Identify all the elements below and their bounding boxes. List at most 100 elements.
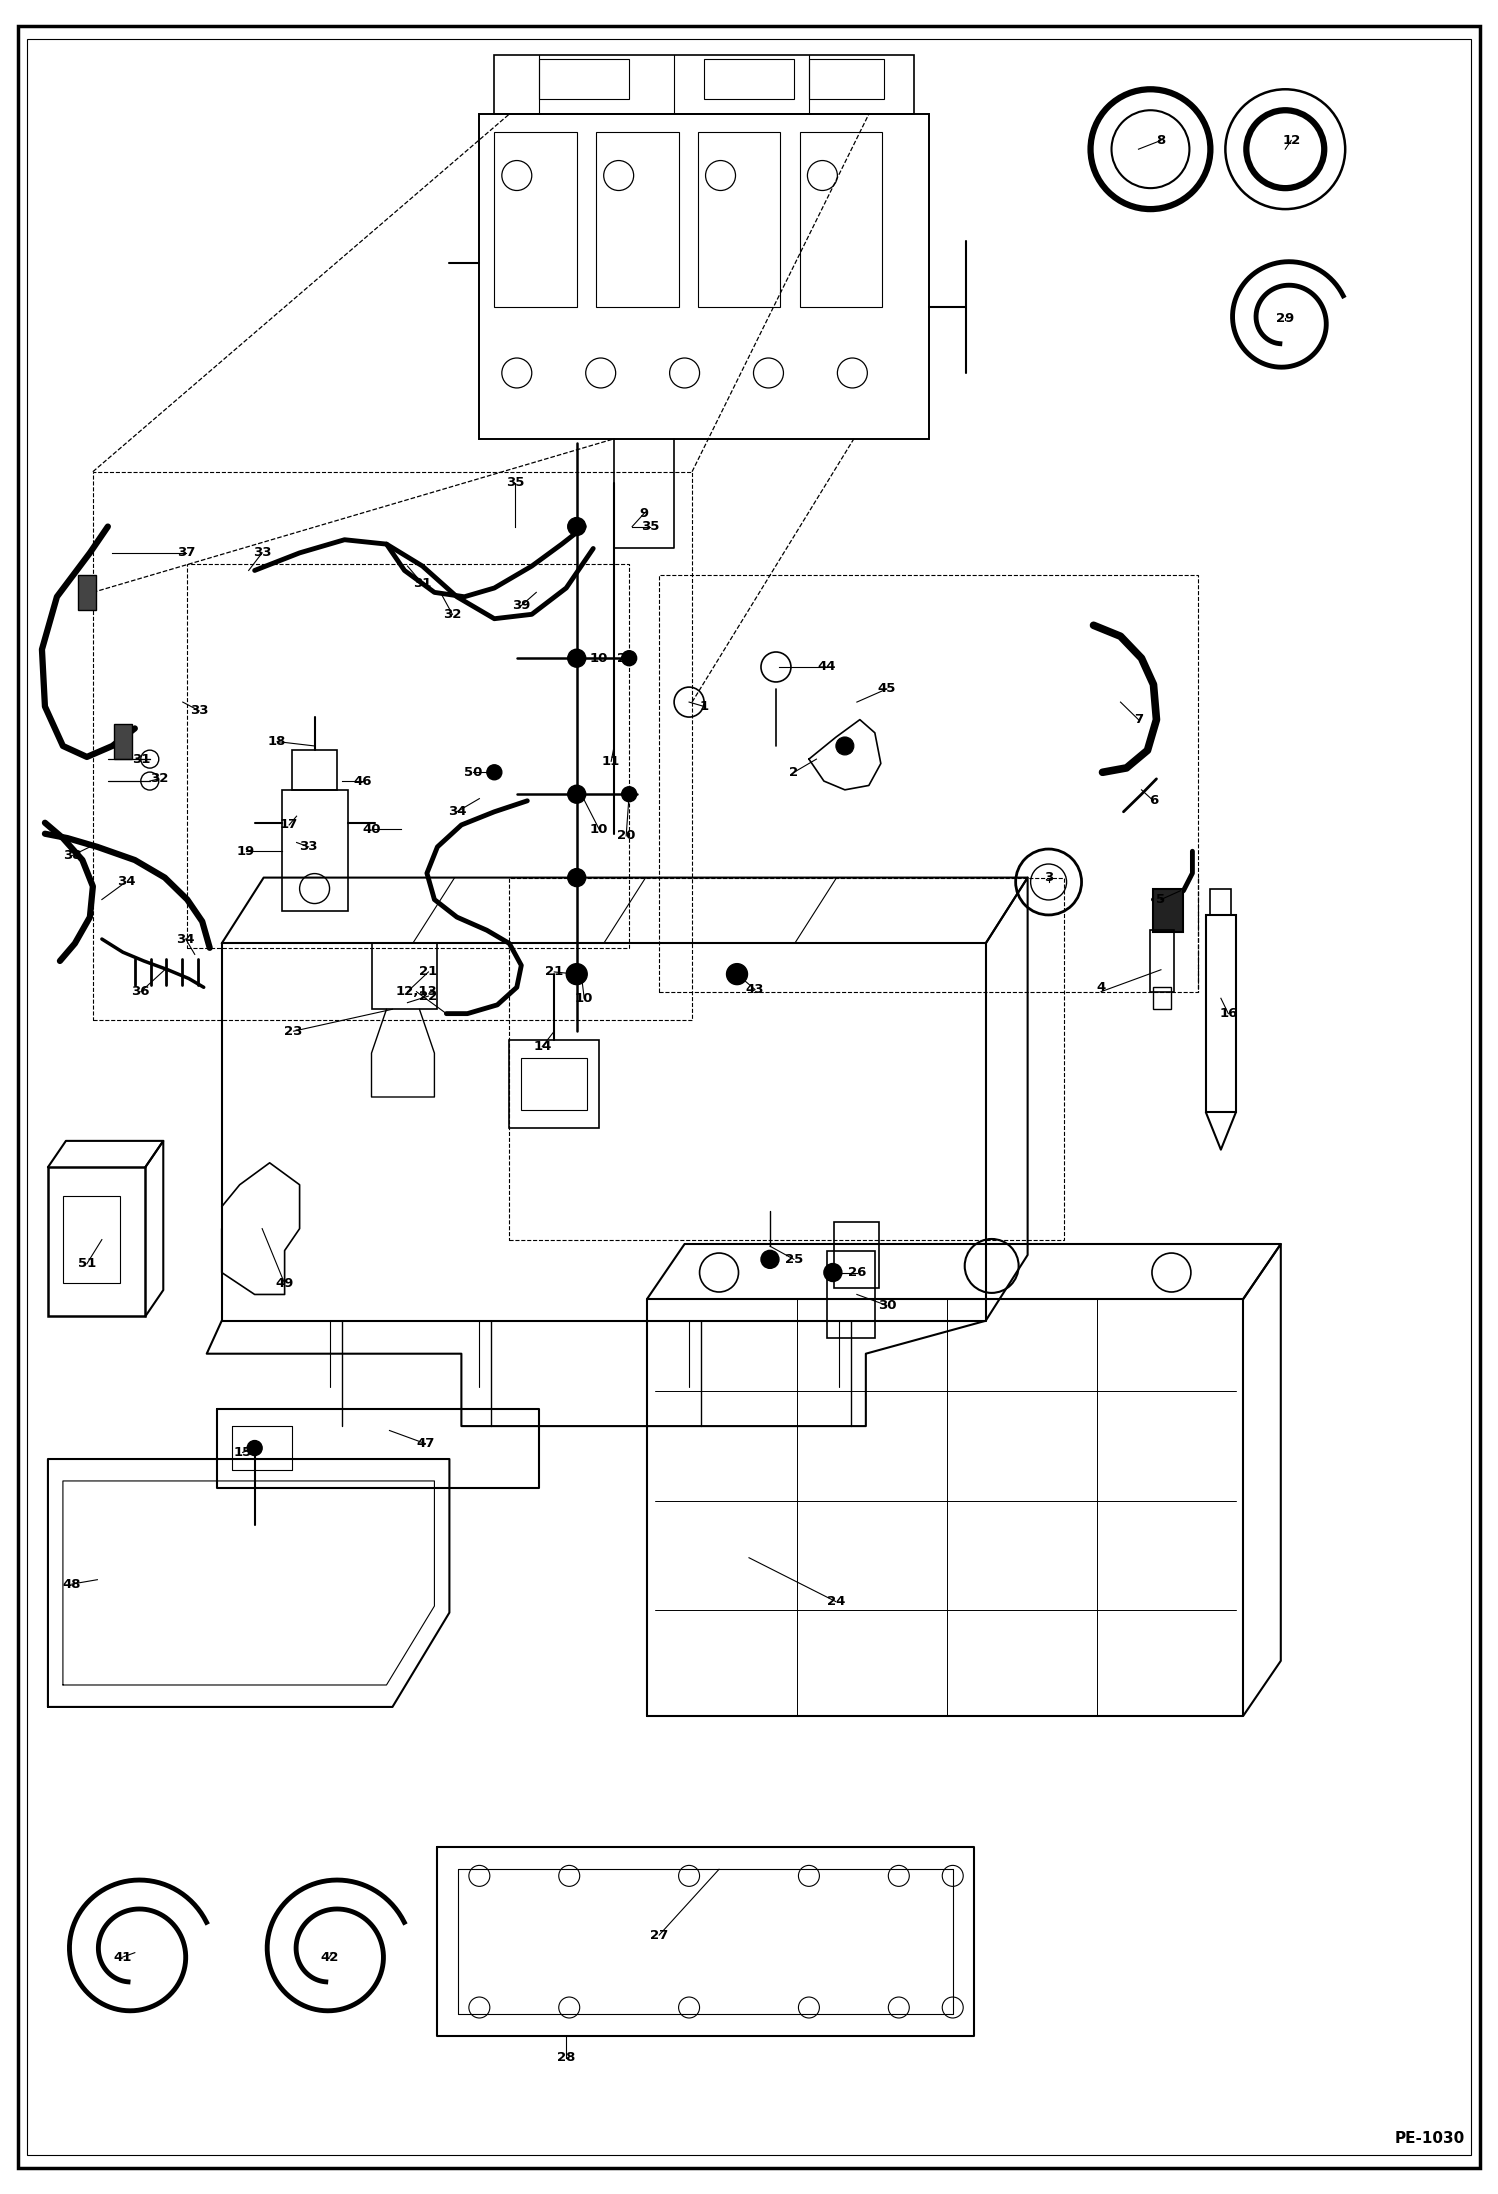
Bar xyxy=(809,59,884,99)
Text: 44: 44 xyxy=(818,660,836,674)
Circle shape xyxy=(568,785,586,803)
Text: 41: 41 xyxy=(114,1950,132,1964)
Text: 45: 45 xyxy=(878,682,896,695)
Text: 49: 49 xyxy=(276,1277,294,1290)
Text: 51: 51 xyxy=(78,1257,96,1270)
Bar xyxy=(63,1196,120,1283)
Bar xyxy=(539,59,629,99)
Bar xyxy=(494,132,577,307)
Bar xyxy=(827,1251,875,1338)
Text: 10: 10 xyxy=(590,652,608,665)
Circle shape xyxy=(727,963,748,985)
Text: 4: 4 xyxy=(1097,981,1106,994)
Bar xyxy=(48,1167,145,1316)
Text: 20: 20 xyxy=(617,652,635,665)
Text: 27: 27 xyxy=(650,1929,668,1942)
Bar xyxy=(93,472,692,1020)
Text: 29: 29 xyxy=(1276,312,1294,325)
Text: 9: 9 xyxy=(640,507,649,520)
Text: 32: 32 xyxy=(443,608,461,621)
Bar xyxy=(800,132,882,307)
Circle shape xyxy=(568,649,586,667)
Bar xyxy=(292,750,337,790)
Text: 33: 33 xyxy=(253,546,271,559)
Text: 19: 19 xyxy=(237,845,255,858)
Text: 21: 21 xyxy=(545,965,563,979)
Text: 33: 33 xyxy=(300,840,318,853)
Bar xyxy=(187,564,629,948)
Circle shape xyxy=(622,652,637,665)
Text: 16: 16 xyxy=(1219,1007,1237,1020)
Text: 12,13: 12,13 xyxy=(395,985,437,998)
Circle shape xyxy=(566,963,587,985)
Bar xyxy=(114,724,132,759)
Bar xyxy=(1153,889,1183,932)
Text: 10: 10 xyxy=(590,823,608,836)
Text: PE-1030: PE-1030 xyxy=(1395,2130,1465,2146)
Text: 24: 24 xyxy=(827,1595,845,1608)
Circle shape xyxy=(568,965,586,983)
Circle shape xyxy=(824,1264,842,1281)
Text: 35: 35 xyxy=(641,520,659,533)
Text: 15: 15 xyxy=(234,1446,252,1459)
Text: 32: 32 xyxy=(150,772,168,785)
Circle shape xyxy=(622,788,637,801)
Bar xyxy=(596,132,679,307)
Text: 34: 34 xyxy=(448,805,466,818)
Text: 42: 42 xyxy=(321,1950,339,1964)
Circle shape xyxy=(761,1251,779,1268)
Bar xyxy=(1206,915,1236,1112)
Text: 11: 11 xyxy=(602,755,620,768)
Text: 38: 38 xyxy=(63,849,81,862)
Text: 17: 17 xyxy=(280,818,298,832)
Text: 2: 2 xyxy=(789,766,798,779)
Bar xyxy=(509,1040,599,1128)
Text: 7: 7 xyxy=(1134,713,1143,726)
Circle shape xyxy=(568,518,586,535)
Text: 34: 34 xyxy=(177,932,195,946)
Text: 34: 34 xyxy=(117,875,135,889)
Circle shape xyxy=(836,737,854,755)
Text: 26: 26 xyxy=(848,1266,866,1279)
Text: 35: 35 xyxy=(506,476,524,489)
Circle shape xyxy=(247,1441,262,1455)
Text: 12: 12 xyxy=(1282,134,1300,147)
Bar xyxy=(479,114,929,439)
Bar xyxy=(659,575,1198,992)
Bar xyxy=(372,943,437,1009)
Text: 46: 46 xyxy=(354,774,372,788)
Text: 8: 8 xyxy=(1156,134,1165,147)
Text: 47: 47 xyxy=(416,1437,434,1450)
Text: 3: 3 xyxy=(1044,871,1053,884)
Text: 37: 37 xyxy=(177,546,195,559)
Bar xyxy=(494,55,914,114)
Text: 18: 18 xyxy=(268,735,286,748)
Text: 39: 39 xyxy=(512,599,530,612)
Text: 33: 33 xyxy=(190,704,208,717)
Text: 10: 10 xyxy=(575,992,593,1005)
Text: 21: 21 xyxy=(419,965,437,979)
Text: 36: 36 xyxy=(132,985,150,998)
Text: 43: 43 xyxy=(746,983,764,996)
Text: 23: 23 xyxy=(285,1025,303,1038)
Bar xyxy=(521,1058,587,1110)
Text: 40: 40 xyxy=(363,823,380,836)
Bar xyxy=(1150,930,1174,992)
Text: 48: 48 xyxy=(63,1577,81,1591)
Text: 25: 25 xyxy=(785,1253,803,1266)
Bar xyxy=(1153,987,1171,1009)
Text: 1: 1 xyxy=(700,700,709,713)
Text: 50: 50 xyxy=(464,766,482,779)
Circle shape xyxy=(487,766,502,779)
Bar xyxy=(698,132,780,307)
Bar xyxy=(78,575,96,610)
Circle shape xyxy=(568,869,586,886)
Bar xyxy=(1210,889,1231,915)
Text: 28: 28 xyxy=(557,2051,575,2065)
Bar xyxy=(509,878,1064,1240)
Text: 30: 30 xyxy=(878,1299,896,1312)
Text: 22: 22 xyxy=(419,989,437,1003)
Bar xyxy=(282,790,348,911)
Text: 5: 5 xyxy=(1156,893,1165,906)
Text: 6: 6 xyxy=(1149,794,1158,807)
